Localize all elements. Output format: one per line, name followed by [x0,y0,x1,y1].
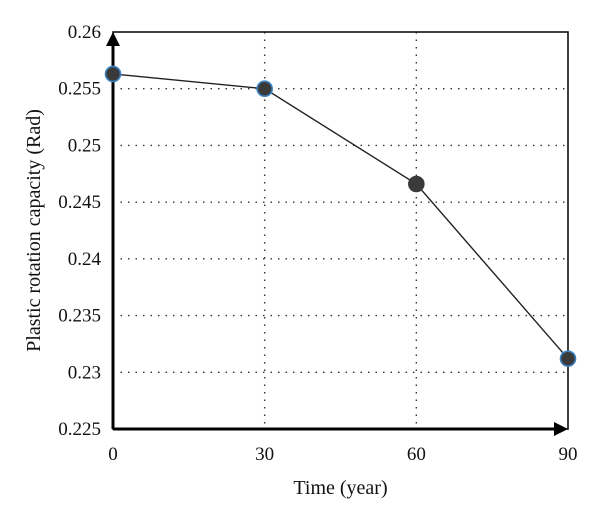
y-tick-label: 0.24 [68,249,102,270]
y-tick-label: 0.245 [58,192,101,213]
y-axis-title: Plastic rotation capacity (Rad) [23,109,45,352]
x-axis-title: Time (year) [293,477,387,499]
x-axis-arrowhead [554,422,568,436]
data-point [256,80,273,98]
ticks-layer: 0 30 60 90 0.225 0.23 0.235 0.24 0.245 0.25 0.255 0… [58,22,577,465]
y-tick-label: 0.23 [68,362,101,383]
series-line [112,73,569,360]
y-tick-label: 0.235 [58,306,101,327]
y-tick-label: 0.25 [68,135,101,156]
grid-layer [113,32,568,429]
plot-frame [112,31,569,430]
data-point [104,65,122,83]
x-tick-label: 30 [255,444,274,465]
series-layer [104,65,577,367]
x-tick-label: 60 [407,444,426,465]
y-axis-arrowhead [106,32,120,46]
axes-layer [106,32,568,436]
y-tick-label: 0.255 [58,79,101,100]
x-tick-label: 0 [108,444,118,465]
data-point [408,175,425,193]
data-point [559,350,577,367]
y-tick-label: 0.26 [68,22,101,43]
x-tick-label: 90 [559,444,578,465]
y-tick-label: 0.225 [58,419,101,440]
